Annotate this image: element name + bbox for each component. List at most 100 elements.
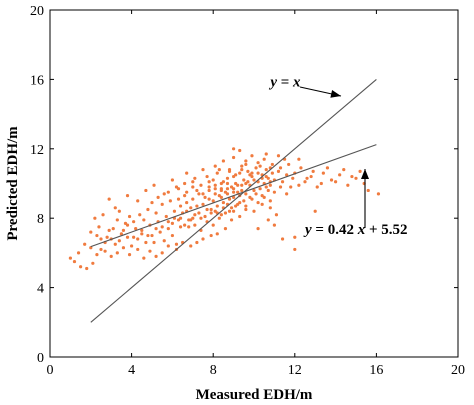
data-point-46 <box>250 154 254 158</box>
data-point-197 <box>154 254 158 258</box>
data-point-166 <box>354 176 358 180</box>
data-point-86 <box>254 166 258 170</box>
data-point-62 <box>207 188 211 193</box>
data-point-82 <box>246 169 250 173</box>
plot-frame <box>49 9 459 358</box>
data-point-269 <box>225 187 230 191</box>
data-point-2 <box>79 265 83 269</box>
data-point-275 <box>252 178 256 182</box>
data-point-160 <box>309 174 313 179</box>
data-point-20 <box>152 240 156 245</box>
data-point-124 <box>115 218 119 222</box>
data-point-108 <box>225 192 230 196</box>
data-point-242 <box>203 214 207 219</box>
data-point-1 <box>72 259 77 264</box>
data-point-270 <box>232 190 236 194</box>
data-point-225 <box>342 168 346 172</box>
data-point-206 <box>95 253 99 257</box>
data-point-126 <box>101 213 105 217</box>
data-point-272 <box>240 188 244 193</box>
data-point-77 <box>236 190 240 194</box>
data-point-53 <box>189 206 193 210</box>
data-point-235 <box>244 204 248 208</box>
data-point-134 <box>183 181 187 186</box>
data-point-213 <box>258 164 262 168</box>
data-point-13 <box>130 244 134 248</box>
data-point-78 <box>238 171 242 175</box>
data-point-234 <box>238 200 242 205</box>
data-point-45 <box>244 162 248 167</box>
data-point-209 <box>76 251 81 255</box>
data-point-214 <box>264 174 268 179</box>
data-point-199 <box>142 256 146 260</box>
data-point-156 <box>285 192 289 196</box>
data-point-228 <box>366 188 370 193</box>
data-point-15 <box>136 237 140 241</box>
data-point-75 <box>232 195 236 199</box>
data-point-48 <box>262 157 266 161</box>
data-point-43 <box>232 155 236 160</box>
data-point-3 <box>85 266 89 271</box>
data-point-63 <box>209 211 213 215</box>
data-point-203 <box>115 251 119 255</box>
data-point-44 <box>238 148 242 153</box>
data-point-216 <box>278 166 283 170</box>
data-point-257 <box>146 233 150 238</box>
data-point-155 <box>278 185 283 189</box>
data-point-4 <box>91 261 95 265</box>
x-tick-label-1: 4 <box>128 363 135 378</box>
data-point-24 <box>166 227 170 231</box>
data-point-172 <box>256 227 260 231</box>
data-point-168 <box>272 223 276 227</box>
data-point-106 <box>232 187 236 191</box>
data-point-71 <box>225 176 230 180</box>
data-point-51 <box>185 200 189 205</box>
data-point-129 <box>89 230 93 234</box>
data-point-215 <box>270 162 274 167</box>
y-tick-label-2: 8 <box>37 212 44 227</box>
data-point-263 <box>113 242 117 246</box>
data-point-183 <box>252 209 256 213</box>
data-point-259 <box>119 232 123 236</box>
data-point-93 <box>268 183 272 187</box>
data-point-145 <box>217 216 221 220</box>
data-point-34 <box>170 178 174 182</box>
data-point-219 <box>299 166 303 170</box>
data-point-101 <box>221 180 225 184</box>
y-tick-label-1: 4 <box>37 282 44 297</box>
data-point-271 <box>236 183 240 187</box>
data-point-118 <box>146 207 150 212</box>
data-point-32 <box>152 183 156 187</box>
data-point-81 <box>244 192 248 196</box>
data-point-47 <box>256 161 260 165</box>
data-point-227 <box>358 169 362 173</box>
identity-line <box>90 78 377 323</box>
data-point-223 <box>325 166 330 170</box>
y-tick-label-3: 12 <box>30 143 44 158</box>
data-point-226 <box>350 174 354 179</box>
data-point-64 <box>211 199 215 203</box>
data-point-184 <box>244 207 248 212</box>
data-point-233 <box>232 209 236 213</box>
data-point-85 <box>252 188 256 193</box>
annotations: y = x y = 0.42 x + 5.52 <box>268 74 407 237</box>
x-tick-label-0: 0 <box>47 363 54 378</box>
y-axis-label: Predicted EDH/m <box>5 126 21 241</box>
data-point-250 <box>183 223 187 227</box>
data-point-88 <box>258 187 262 191</box>
identity-arrow <box>299 86 342 98</box>
data-points <box>68 147 381 271</box>
data-point-285 <box>225 181 230 186</box>
data-point-128 <box>93 216 97 220</box>
data-point-204 <box>109 254 113 258</box>
data-point-10 <box>117 239 121 243</box>
data-point-201 <box>127 253 132 257</box>
data-point-138 <box>211 178 215 182</box>
data-point-265 <box>95 233 99 238</box>
data-point-146 <box>223 211 228 215</box>
data-point-238 <box>262 195 266 199</box>
data-point-57 <box>197 192 201 196</box>
data-point-180 <box>274 213 279 217</box>
data-point-17 <box>144 240 148 245</box>
